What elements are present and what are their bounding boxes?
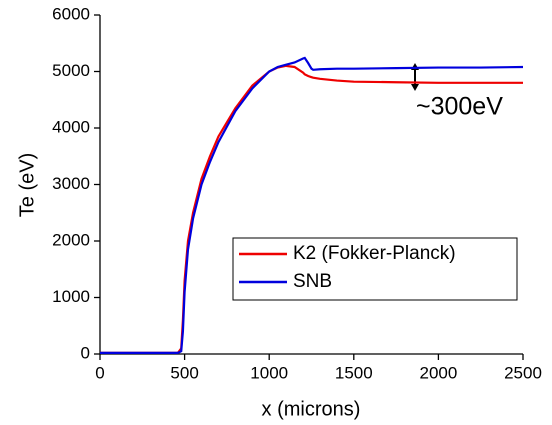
x-tick-label: 2000	[419, 363, 457, 382]
x-tick-label: 500	[170, 363, 198, 382]
y-tick-label: 4000	[52, 117, 90, 136]
y-tick-label: 6000	[52, 4, 90, 23]
legend-label: SNB	[293, 271, 332, 292]
legend-label: K2 (Fokker-Planck)	[293, 243, 456, 264]
legend-box	[232, 237, 518, 301]
y-tick-label: 1000	[52, 287, 90, 306]
x-tick-label: 1000	[250, 363, 288, 382]
annotation: ~300eV	[416, 93, 503, 121]
x-tick-label: 1500	[335, 363, 373, 382]
x-tick-label: 2500	[504, 363, 542, 382]
x-axis-label: x (microns)	[262, 398, 361, 420]
y-tick-label: 5000	[52, 61, 90, 80]
x-tick-label: 0	[95, 363, 104, 382]
y-tick-label: 0	[81, 343, 90, 362]
line-series	[100, 56, 524, 354]
y-tick-label: 3000	[52, 174, 90, 193]
y-tick-label: 2000	[52, 230, 90, 249]
y-axis-label: Te (eV)	[16, 153, 38, 217]
